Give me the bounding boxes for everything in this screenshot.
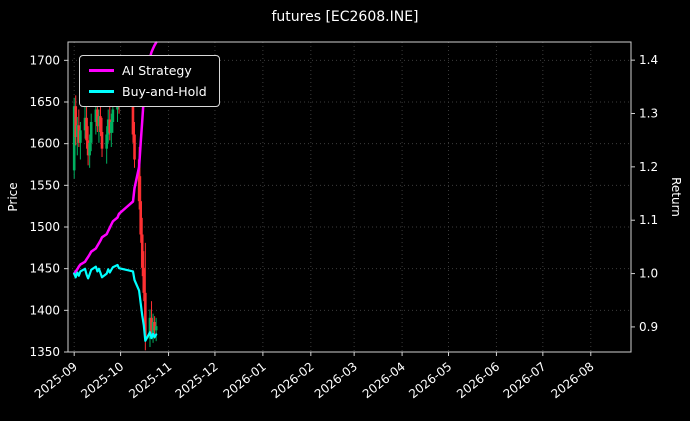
svg-text:2026-01: 2026-01 xyxy=(221,359,269,401)
svg-text:2025-11: 2025-11 xyxy=(126,359,174,401)
svg-text:2026-04: 2026-04 xyxy=(360,359,408,401)
svg-text:2025-09: 2025-09 xyxy=(32,359,80,401)
svg-text:2026-07: 2026-07 xyxy=(501,359,549,401)
svg-text:1700: 1700 xyxy=(29,53,60,67)
svg-text:2026-08: 2026-08 xyxy=(549,359,597,401)
svg-text:1.1: 1.1 xyxy=(639,213,658,227)
svg-text:1400: 1400 xyxy=(29,303,60,317)
svg-text:2025-10: 2025-10 xyxy=(78,359,126,401)
legend-item-ai-strategy: AI Strategy xyxy=(89,63,207,78)
svg-text:1500: 1500 xyxy=(29,220,60,234)
svg-text:0.9: 0.9 xyxy=(639,320,658,334)
svg-text:2026-05: 2026-05 xyxy=(406,359,454,401)
svg-text:2026-03: 2026-03 xyxy=(312,359,360,401)
chart-legend: AI Strategy Buy-and-Hold xyxy=(79,55,220,107)
legend-label-buy-and-hold: Buy-and-Hold xyxy=(122,84,207,99)
legend-label-ai-strategy: AI Strategy xyxy=(122,63,192,78)
svg-text:2026-02: 2026-02 xyxy=(269,359,317,401)
buy-and-hold-line-swatch xyxy=(89,89,114,94)
svg-text:1600: 1600 xyxy=(29,137,60,151)
svg-text:1550: 1550 xyxy=(29,178,60,192)
legend-item-buy-and-hold: Buy-and-Hold xyxy=(89,84,207,99)
ai-strategy-line-swatch xyxy=(89,68,114,73)
svg-text:1.3: 1.3 xyxy=(639,106,658,120)
chart-title: futures [EC2608.INE] xyxy=(271,9,419,25)
svg-text:1.0: 1.0 xyxy=(639,267,658,281)
svg-text:1450: 1450 xyxy=(29,262,60,276)
svg-text:2025-12: 2025-12 xyxy=(173,359,221,401)
svg-text:1650: 1650 xyxy=(29,95,60,109)
svg-text:1.4: 1.4 xyxy=(639,53,658,67)
svg-text:1350: 1350 xyxy=(29,345,60,359)
svg-text:2026-06: 2026-06 xyxy=(454,359,502,401)
svg-text:1.2: 1.2 xyxy=(639,160,658,174)
